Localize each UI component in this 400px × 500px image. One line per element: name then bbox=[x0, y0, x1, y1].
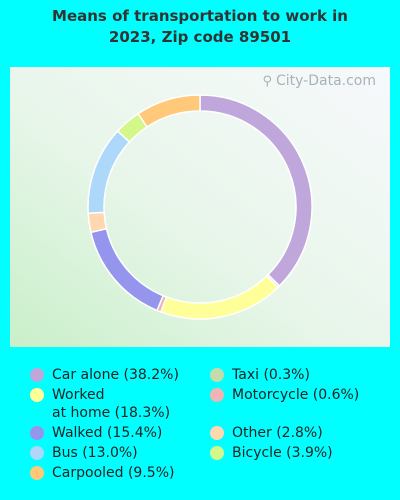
magnifier-icon: ⚲ bbox=[262, 73, 272, 89]
legend-item: Car alone (38.2%) bbox=[30, 366, 179, 384]
legend-swatch bbox=[30, 426, 44, 440]
plot-area: ⚲ City-Data.com bbox=[10, 67, 390, 347]
watermark-text: City-Data.com bbox=[275, 73, 376, 89]
watermark: ⚲ City-Data.com bbox=[262, 73, 376, 89]
slice-bus bbox=[87, 129, 131, 214]
legend-label: Car alone (38.2%) bbox=[52, 367, 179, 383]
legend-item: Taxi (0.3%) bbox=[210, 366, 310, 384]
legend-swatch bbox=[30, 466, 44, 480]
slice-walked bbox=[89, 227, 165, 312]
legend-label: Bicycle (3.9%) bbox=[232, 445, 333, 461]
legend-swatch bbox=[210, 388, 224, 402]
legend-item: Motorcycle (0.6%) bbox=[210, 386, 359, 404]
legend-swatch bbox=[30, 368, 44, 382]
legend-label: Taxi (0.3%) bbox=[232, 367, 310, 383]
legend-label: Motorcycle (0.6%) bbox=[232, 387, 360, 403]
legend-swatch bbox=[210, 368, 224, 382]
legend-label: Carpooled (9.5%) bbox=[52, 465, 175, 481]
legend-item: Bicycle (3.9%) bbox=[210, 444, 333, 462]
legend-swatch bbox=[210, 426, 224, 440]
slice-worked-at-home bbox=[159, 274, 280, 320]
legend-swatch bbox=[30, 388, 44, 402]
legend-item: Bus (13.0%) bbox=[30, 444, 138, 462]
legend-swatch bbox=[30, 446, 44, 460]
slice-carpooled bbox=[137, 94, 201, 129]
legend-swatch bbox=[210, 446, 224, 460]
legend-item: Carpooled (9.5%) bbox=[30, 464, 174, 482]
chart-title: Means of transportation to work in 2023,… bbox=[0, 6, 400, 48]
chart-title-line-2: 2023, Zip code 89501 bbox=[108, 28, 292, 46]
slice-other bbox=[87, 211, 108, 234]
legend-item: Worked at home (18.3%) bbox=[30, 386, 170, 422]
legend: Car alone (38.2%) Taxi (0.3%) Worked at ho… bbox=[0, 366, 400, 500]
chart-title-line-1: Means of transportation to work in bbox=[52, 7, 348, 25]
donut-chart bbox=[87, 94, 313, 320]
legend-item: Walked (15.4%) bbox=[30, 424, 162, 442]
legend-item: Other (2.8%) bbox=[210, 424, 323, 442]
legend-label: Worked at home (18.3%) bbox=[52, 387, 171, 421]
legend-label: Other (2.8%) bbox=[232, 425, 323, 441]
slice-car-alone bbox=[199, 94, 313, 288]
legend-label: Bus (13.0%) bbox=[52, 445, 138, 461]
legend-label: Walked (15.4%) bbox=[52, 425, 163, 441]
